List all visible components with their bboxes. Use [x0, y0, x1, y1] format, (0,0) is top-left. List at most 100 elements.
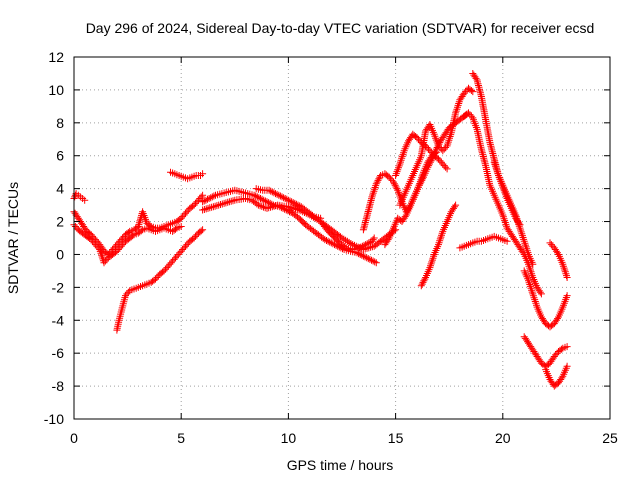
data-point [452, 201, 460, 209]
data-point [136, 217, 144, 225]
data-point [253, 193, 261, 201]
data-point [124, 229, 132, 236]
data-point [179, 213, 187, 221]
series-track-o [456, 232, 511, 252]
y-tick-label: 2 [56, 214, 64, 230]
data-point [205, 195, 213, 202]
data-point [515, 220, 523, 228]
data-point [215, 201, 223, 209]
data-point [499, 211, 507, 219]
data-point [455, 100, 463, 107]
data-point [472, 74, 480, 82]
data-point [197, 193, 205, 201]
series-track-v [546, 239, 571, 281]
data-point [255, 194, 263, 202]
data-point [257, 195, 264, 202]
data-point [446, 134, 453, 142]
data-point [164, 262, 172, 270]
data-point [197, 227, 205, 235]
data-point [390, 178, 397, 186]
data-point [384, 236, 392, 244]
data-point [326, 238, 334, 246]
y-tick-label: -8 [52, 378, 65, 394]
data-point [177, 214, 185, 222]
data-point [252, 192, 260, 200]
data-point [294, 201, 302, 209]
series-track-e [167, 168, 207, 183]
data-point [292, 200, 300, 208]
data-point [358, 242, 366, 250]
data-point [531, 298, 539, 305]
data-point [270, 202, 278, 210]
x-axis-label: GPS time / hours [287, 457, 394, 473]
data-point [331, 241, 338, 249]
data-point [261, 197, 269, 205]
data-point [137, 227, 145, 235]
data-point [119, 241, 127, 249]
x-tick-label: 20 [495, 430, 511, 446]
series-track-d [113, 226, 207, 334]
data-point [437, 158, 445, 166]
data-point [90, 239, 98, 247]
y-axis-label: SDTVAR / TECUs [5, 182, 21, 294]
data-point [71, 223, 79, 230]
x-tick-label: 25 [602, 430, 618, 446]
data-point [177, 247, 185, 255]
data-point [529, 260, 537, 268]
data-point [355, 244, 363, 252]
data-point [557, 345, 565, 353]
data-point [423, 144, 431, 151]
data-point [204, 204, 212, 212]
data-point [363, 240, 371, 248]
series-track-s [520, 267, 571, 331]
series-track-k [381, 148, 440, 249]
data-point [278, 193, 286, 201]
data-point [183, 208, 191, 216]
data-point [324, 237, 332, 245]
data-point [283, 195, 291, 203]
y-tick-label: 12 [48, 49, 64, 65]
data-point [451, 203, 459, 211]
series-track-r [490, 158, 537, 268]
data-point [356, 251, 364, 258]
data-point [250, 191, 258, 199]
data-point [547, 241, 555, 249]
data-point [258, 195, 266, 203]
data-point [227, 197, 235, 205]
series-track-t [520, 333, 571, 370]
data-point [267, 203, 274, 211]
data-point [426, 147, 434, 155]
data-point [363, 254, 371, 262]
data-point [364, 255, 372, 263]
data-point [218, 200, 226, 208]
data-point [124, 288, 132, 296]
data-point [288, 204, 296, 212]
data-point [207, 194, 215, 202]
data-point [321, 236, 329, 244]
data-point [280, 194, 288, 202]
y-tick-label: 8 [56, 115, 64, 131]
data-point [160, 267, 168, 275]
data-point [268, 188, 276, 196]
data-point [199, 170, 207, 178]
data-point [401, 213, 409, 221]
data-point [452, 109, 460, 117]
data-point [462, 88, 470, 96]
data-point [536, 288, 544, 296]
data-point [222, 199, 230, 207]
data-point [512, 211, 520, 219]
series-track-u [542, 362, 571, 390]
data-point [210, 192, 218, 200]
data-point [183, 241, 191, 249]
data-point [417, 282, 425, 290]
data-point [199, 198, 207, 206]
data-point [265, 186, 273, 194]
data-point [418, 172, 426, 180]
data-point [537, 290, 545, 298]
data-point [563, 362, 571, 370]
data-point [357, 243, 365, 251]
data-point [153, 274, 161, 281]
data-point [365, 239, 373, 247]
